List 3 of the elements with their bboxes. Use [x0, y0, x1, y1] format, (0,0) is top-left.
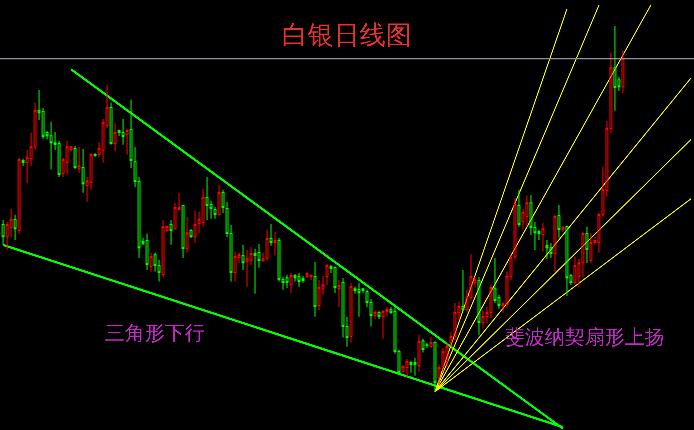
chart-title: 白银日线图 — [282, 21, 412, 52]
annotation: 三角形下行 — [105, 321, 205, 345]
annotation: 斐波纳契扇形上扬 — [505, 325, 665, 349]
